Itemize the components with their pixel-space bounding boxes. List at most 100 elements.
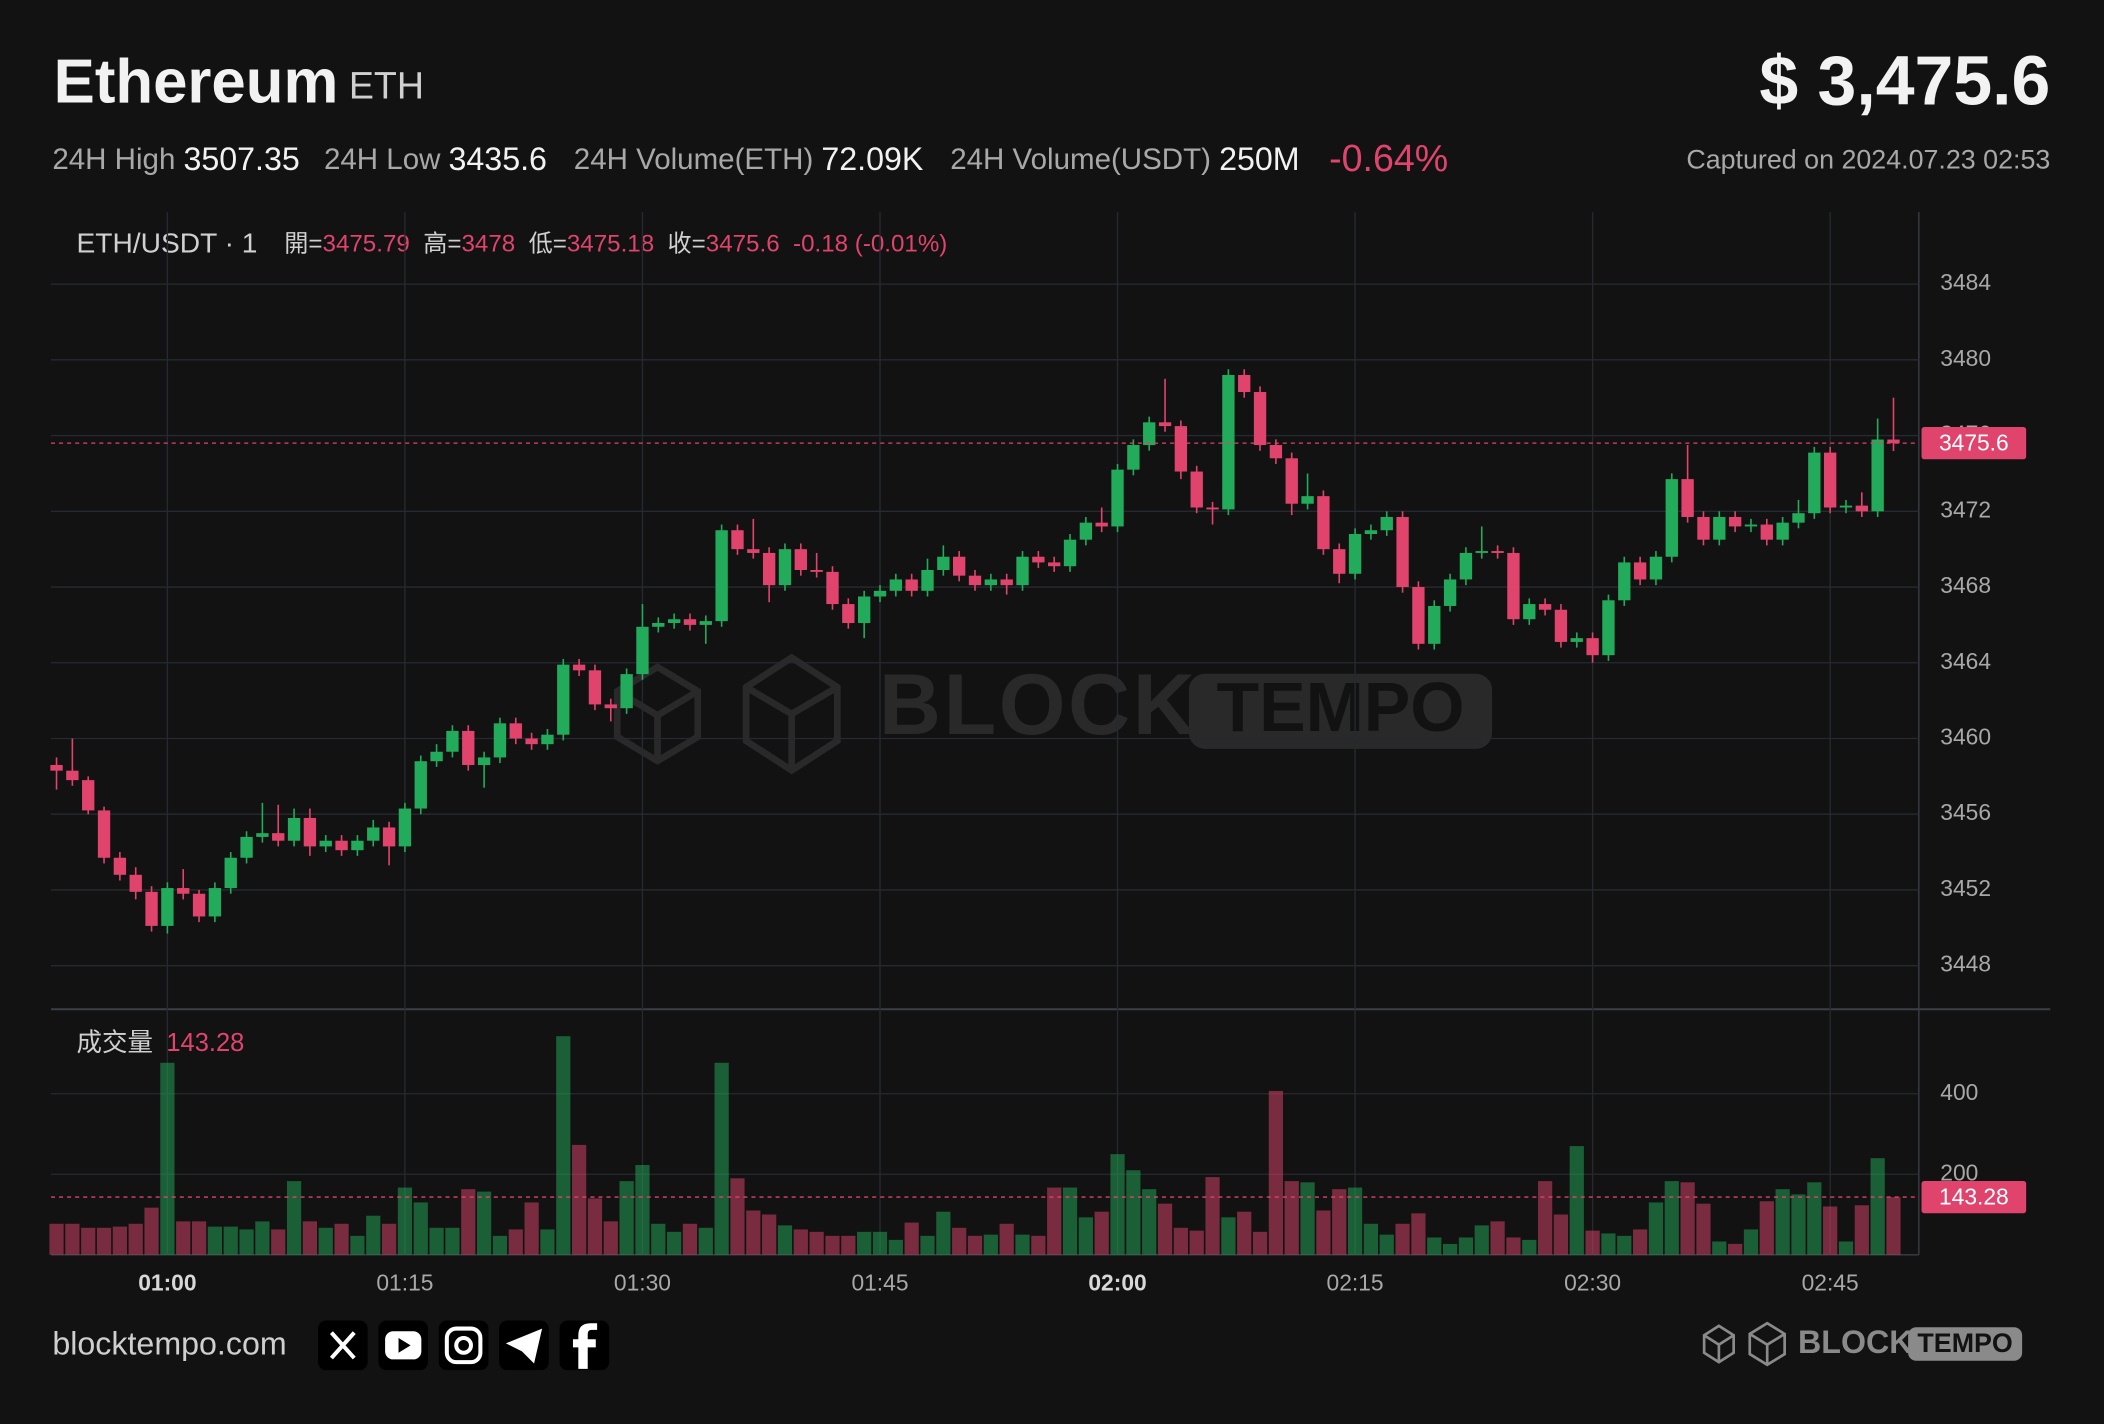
volume-title: 成交量 bbox=[76, 1029, 152, 1057]
candle-body bbox=[1285, 458, 1298, 504]
volume-bar bbox=[429, 1227, 444, 1255]
volume-bar bbox=[1775, 1189, 1790, 1255]
candle-body bbox=[129, 874, 142, 892]
candle-body bbox=[636, 626, 649, 675]
volume-bar bbox=[144, 1207, 159, 1255]
candle-body bbox=[82, 780, 95, 811]
volume-bar bbox=[825, 1235, 840, 1255]
coin-symbol: ETH bbox=[349, 65, 424, 107]
volume-bar bbox=[492, 1235, 508, 1255]
change: -0.64% bbox=[1329, 137, 1448, 179]
candle-body bbox=[1111, 469, 1124, 527]
volume-bar bbox=[381, 1223, 397, 1255]
volume-bar bbox=[1268, 1090, 1284, 1255]
footer-logo-mark bbox=[1702, 1321, 1786, 1367]
volume-bar bbox=[635, 1165, 650, 1255]
stat-label: 24H High bbox=[52, 143, 175, 176]
volume-bar bbox=[1585, 1230, 1600, 1255]
volume-bar bbox=[318, 1227, 333, 1255]
volume-bar bbox=[952, 1227, 967, 1255]
last-volume-tag bbox=[1921, 1180, 2027, 1214]
y2-tick-label: 400 bbox=[1940, 1079, 1978, 1105]
volume-bar bbox=[1474, 1225, 1489, 1255]
volume-legend: 成交量 143.28 bbox=[76, 1029, 244, 1057]
candle-body bbox=[1808, 452, 1821, 514]
x-tick-label: 01:00 bbox=[138, 1269, 196, 1295]
volume-bar bbox=[1031, 1235, 1046, 1255]
y-tick-label: 3468 bbox=[1940, 572, 1991, 598]
social-icons bbox=[318, 1320, 610, 1371]
volume-bar bbox=[1648, 1202, 1664, 1255]
volume-bar bbox=[1696, 1203, 1711, 1255]
candle-body bbox=[113, 857, 127, 875]
candle-body bbox=[1681, 479, 1694, 517]
volume-bar bbox=[619, 1181, 634, 1255]
volume-bar bbox=[1442, 1243, 1458, 1255]
volume-bar bbox=[762, 1214, 777, 1255]
candle-body bbox=[161, 888, 174, 926]
candle-body bbox=[1570, 638, 1583, 642]
volume-bar bbox=[1221, 1217, 1236, 1255]
volume-bar bbox=[967, 1235, 983, 1255]
candle-body bbox=[683, 619, 697, 625]
last-price-tag bbox=[1921, 427, 2027, 460]
stat-value: 3507.35 bbox=[183, 141, 299, 177]
volume-bar bbox=[1094, 1211, 1109, 1255]
volume-bar bbox=[1157, 1203, 1173, 1255]
candle-body bbox=[446, 730, 459, 752]
volume-bar bbox=[872, 1231, 888, 1255]
candle-body bbox=[1523, 604, 1536, 620]
candle-body bbox=[1063, 539, 1077, 567]
stat-label: 24H Low bbox=[324, 143, 441, 176]
volume-bar bbox=[793, 1229, 808, 1255]
legend-label: 開= bbox=[284, 231, 322, 258]
candle-body bbox=[1744, 524, 1758, 527]
volume-bar bbox=[1553, 1214, 1569, 1255]
y-tick-label: 3460 bbox=[1940, 724, 1991, 750]
volume-bar bbox=[1506, 1237, 1521, 1255]
candle-body bbox=[398, 808, 412, 847]
candle-body bbox=[1728, 516, 1742, 527]
candle-body bbox=[1269, 445, 1283, 459]
volume-legend-value: 143.28 bbox=[166, 1029, 244, 1057]
y-tick-label: 3452 bbox=[1940, 875, 1991, 901]
volume-bar bbox=[904, 1222, 919, 1255]
candle-body bbox=[1348, 534, 1362, 574]
volume-bar bbox=[1680, 1182, 1695, 1255]
candle-body bbox=[1887, 439, 1900, 444]
volume-bar bbox=[366, 1215, 381, 1255]
volume-bar bbox=[1886, 1197, 1901, 1255]
y-tick-label: 3484 bbox=[1940, 269, 1991, 295]
candle-body bbox=[382, 827, 396, 847]
instagram-lens bbox=[454, 1335, 473, 1355]
volume-bar bbox=[524, 1202, 539, 1255]
candle-body bbox=[794, 549, 807, 570]
volume-bar bbox=[1601, 1233, 1616, 1255]
volume-bar bbox=[1173, 1227, 1188, 1255]
stat-label: 24H Volume(ETH) bbox=[574, 143, 813, 176]
candle-body bbox=[1253, 392, 1267, 446]
candle-body bbox=[1697, 516, 1710, 540]
youtube-play bbox=[398, 1337, 411, 1353]
volume-bar bbox=[1347, 1187, 1363, 1255]
candle-body bbox=[1776, 522, 1789, 540]
captured-time: Captured on 2024.07.23 02:53 bbox=[1686, 144, 2050, 174]
volume-bar bbox=[1363, 1223, 1379, 1255]
candle-body bbox=[1396, 516, 1409, 588]
volume-bar bbox=[1838, 1241, 1854, 1255]
candle-body bbox=[937, 556, 950, 570]
candle-body bbox=[905, 579, 918, 591]
volume-bar bbox=[1759, 1201, 1774, 1255]
volume-bar bbox=[1728, 1243, 1743, 1255]
volume-bar bbox=[936, 1211, 951, 1255]
volume-bar bbox=[1743, 1229, 1759, 1255]
volume-bar bbox=[1617, 1235, 1632, 1255]
instagram-icon[interactable] bbox=[438, 1320, 489, 1371]
volume-bar bbox=[1300, 1182, 1315, 1255]
candle-body bbox=[1538, 604, 1552, 610]
watermark-badge-bg bbox=[1188, 673, 1493, 749]
volume-bar bbox=[49, 1223, 64, 1255]
candle-body bbox=[303, 818, 317, 847]
candle-body bbox=[1491, 551, 1504, 553]
